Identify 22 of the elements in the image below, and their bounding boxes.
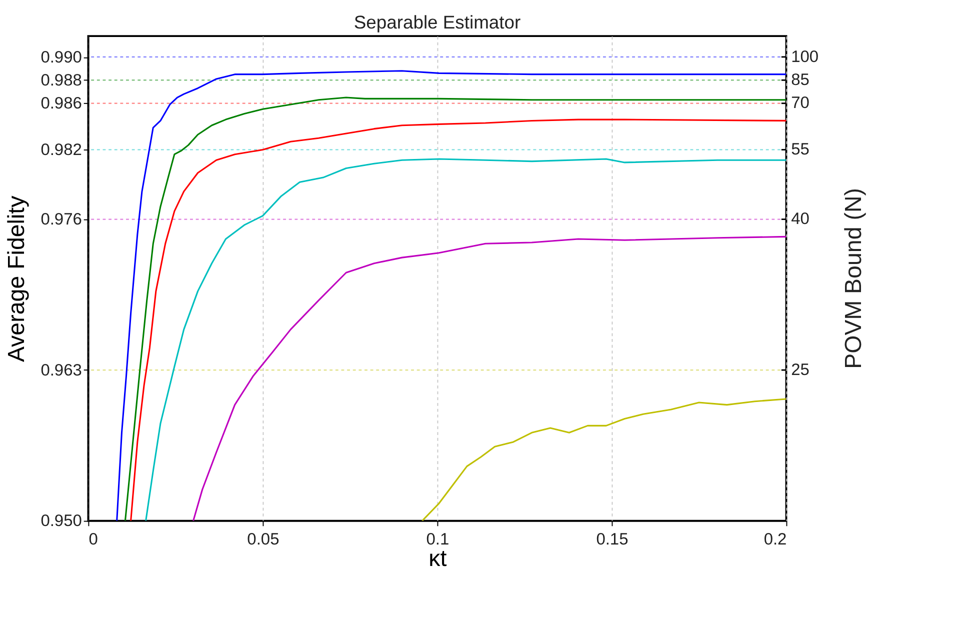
- text: 85: [791, 70, 810, 89]
- text: 70: [791, 94, 810, 112]
- x-tick-label: 0.2: [764, 530, 787, 549]
- line-series: [421, 398, 786, 521]
- y2-axis-title: POVM Bound (N): [840, 188, 866, 369]
- line-series: [192, 236, 786, 521]
- text: 25: [791, 360, 810, 379]
- x-tick-label: 0: [88, 530, 98, 549]
- y-tick-label: 0.950: [40, 512, 82, 530]
- x-tick-label: 0.05: [247, 530, 280, 549]
- chart-title: Separable Estimator: [354, 11, 521, 32]
- y-axis-title: Average Fidelity: [3, 195, 30, 362]
- y-tick-label: 0.988: [40, 71, 82, 90]
- y-tick-label: 0.982: [40, 141, 82, 160]
- text: 40: [791, 210, 810, 228]
- y-tick-label: 0.976: [40, 210, 82, 229]
- y-tick-label: 0.986: [40, 94, 82, 113]
- y-tick-label: 0.990: [40, 48, 82, 66]
- text: 55: [791, 140, 810, 159]
- x-tick-label: 0.15: [596, 530, 628, 549]
- text: 100: [791, 48, 819, 66]
- y-tick-label: 0.963: [40, 361, 82, 380]
